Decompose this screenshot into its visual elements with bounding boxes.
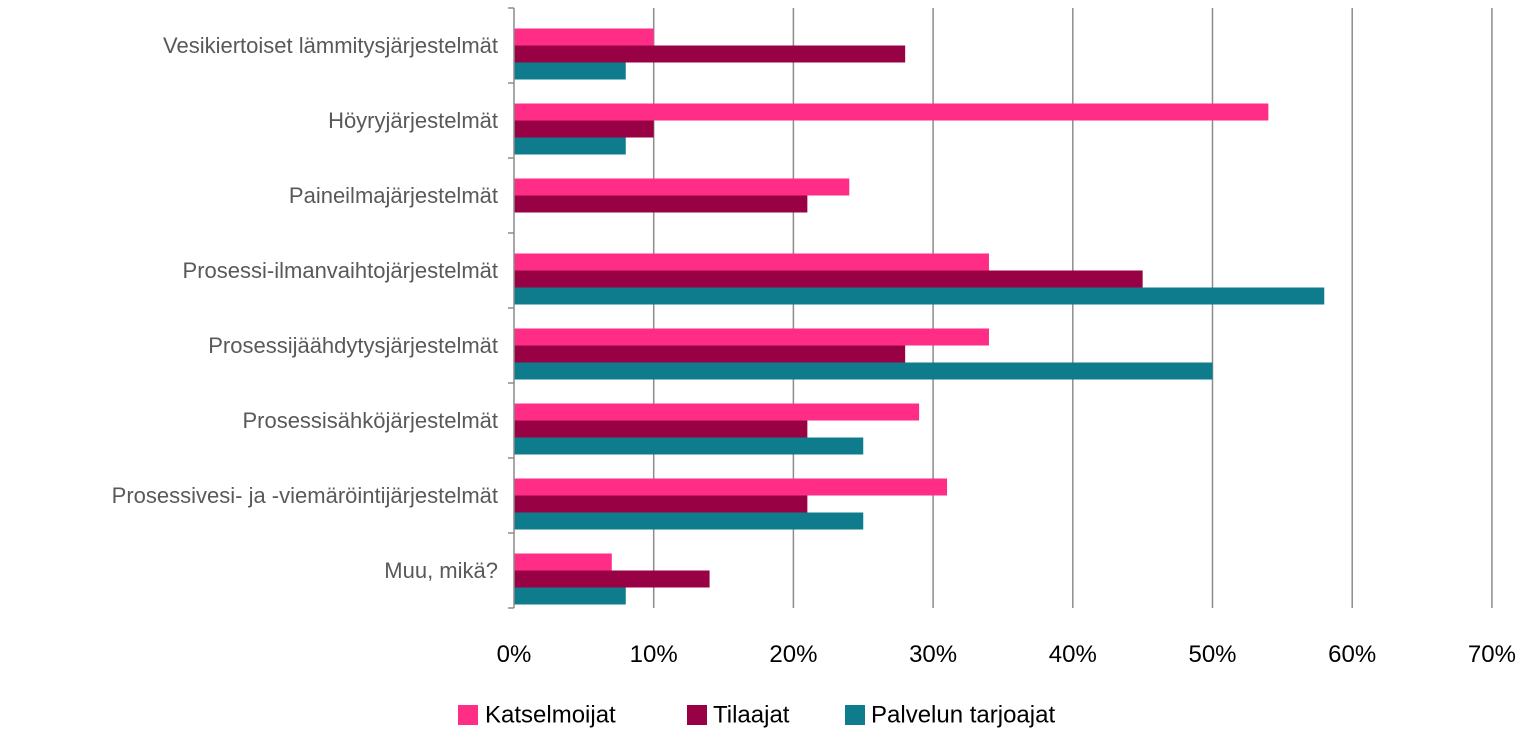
legend: Katselmoijat Tilaajat Palvelun tarjoajat — [458, 702, 1055, 729]
category-label: Paineilmajärjestelmät — [289, 183, 498, 208]
bar-tilaajat — [514, 420, 808, 438]
bar-katselmoijat — [514, 178, 850, 196]
bar-tilaajat — [514, 345, 906, 363]
legend-swatch — [845, 705, 865, 725]
bar-tilaajat — [514, 120, 654, 138]
legend-item: Palvelun tarjoajat — [845, 702, 1055, 729]
bar-katselmoijat — [514, 328, 989, 346]
x-tick-label: 30% — [909, 641, 957, 668]
bar-katselmoijat — [514, 28, 654, 46]
x-tick-labels: 0% 10% 20% 30% 40% 50% 60% 70% — [497, 641, 1516, 668]
x-tick-label: 50% — [1188, 641, 1236, 668]
bar-palvelun-tarjoajat — [514, 137, 626, 155]
bar-tilaajat — [514, 495, 808, 513]
legend-swatch — [687, 705, 707, 725]
x-tick-label: 70% — [1468, 641, 1516, 668]
legend-swatch — [458, 705, 478, 725]
x-tick-label: 40% — [1049, 641, 1097, 668]
category-label: Prosessi-ilmanvaihtojärjestelmät — [183, 258, 498, 283]
bar-katselmoijat — [514, 553, 612, 571]
y-axis — [508, 7, 515, 609]
x-tick-label: 0% — [497, 641, 532, 668]
bar-tilaajat — [514, 270, 1143, 288]
bar-katselmoijat — [514, 103, 1269, 121]
bar-palvelun-tarjoajat — [514, 287, 1325, 305]
x-tick-label: 20% — [769, 641, 817, 668]
bar-palvelun-tarjoajat — [514, 437, 864, 455]
legend-item: Katselmoijat — [458, 702, 616, 729]
bar-palvelun-tarjoajat — [514, 362, 1213, 380]
category-label: Vesikiertoiset lämmitysjärjestelmät — [163, 33, 498, 58]
category-label: Prosessisähköjärjestelmät — [242, 408, 498, 433]
bar-tilaajat — [514, 45, 906, 63]
legend-label: Palvelun tarjoajat — [871, 702, 1055, 729]
bar-palvelun-tarjoajat — [514, 62, 626, 80]
bar-katselmoijat — [514, 478, 948, 496]
legend-label: Katselmoijat — [485, 702, 616, 729]
category-label: Höyryjärjestelmät — [328, 108, 498, 133]
x-tick-label: 10% — [630, 641, 678, 668]
bar-palvelun-tarjoajat — [514, 512, 864, 530]
bar-palvelun-tarjoajat — [514, 587, 626, 605]
bars — [514, 28, 1325, 605]
category-label: Muu, mikä? — [384, 558, 498, 583]
x-tick-label: 60% — [1328, 641, 1376, 668]
legend-item: Tilaajat — [687, 702, 790, 729]
bar-tilaajat — [514, 570, 710, 588]
category-label: Prosessijäähdytysjärjestelmät — [208, 333, 498, 358]
category-labels: Vesikiertoiset lämmitysjärjestelmät Höyry… — [112, 33, 498, 583]
bar-katselmoijat — [514, 253, 989, 271]
category-label: Prosessivesi- ja -viemäröintijärjestelmä… — [112, 483, 498, 508]
legend-label: Tilaajat — [713, 702, 790, 729]
bar-tilaajat — [514, 195, 808, 213]
bar-katselmoijat — [514, 403, 920, 421]
